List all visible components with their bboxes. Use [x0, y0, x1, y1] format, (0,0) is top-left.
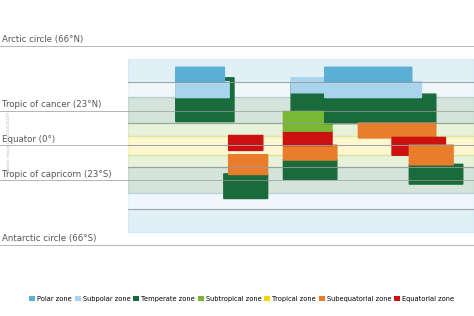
FancyBboxPatch shape — [283, 145, 337, 160]
FancyBboxPatch shape — [283, 160, 337, 179]
Legend: Polar zone, Subpolar zone, Temperate zone, Subtropical zone, Tropical zone, Sube: Polar zone, Subpolar zone, Temperate zon… — [29, 295, 454, 302]
FancyBboxPatch shape — [283, 112, 332, 131]
Text: Adobe Stock | #325418109: Adobe Stock | #325418109 — [7, 112, 10, 172]
Text: Equator (0°): Equator (0°) — [2, 135, 55, 144]
Text: Antarctic circle (66°S): Antarctic circle (66°S) — [2, 234, 97, 243]
FancyBboxPatch shape — [228, 155, 268, 174]
FancyBboxPatch shape — [325, 67, 412, 82]
FancyBboxPatch shape — [291, 78, 330, 93]
FancyBboxPatch shape — [228, 136, 263, 150]
FancyBboxPatch shape — [176, 82, 229, 98]
Text: Tropic of cancer (23°N): Tropic of cancer (23°N) — [2, 100, 102, 109]
Text: Tropic of capricorn (23°S): Tropic of capricorn (23°S) — [2, 169, 112, 179]
FancyBboxPatch shape — [291, 82, 330, 112]
FancyBboxPatch shape — [358, 123, 436, 138]
FancyBboxPatch shape — [283, 131, 332, 146]
FancyBboxPatch shape — [410, 145, 453, 165]
FancyBboxPatch shape — [392, 137, 446, 155]
FancyBboxPatch shape — [325, 94, 436, 124]
FancyBboxPatch shape — [410, 164, 463, 184]
Text: Arctic circle (66°N): Arctic circle (66°N) — [2, 35, 83, 44]
FancyBboxPatch shape — [325, 82, 421, 98]
FancyBboxPatch shape — [224, 174, 268, 198]
FancyBboxPatch shape — [176, 78, 234, 122]
FancyBboxPatch shape — [176, 67, 224, 82]
